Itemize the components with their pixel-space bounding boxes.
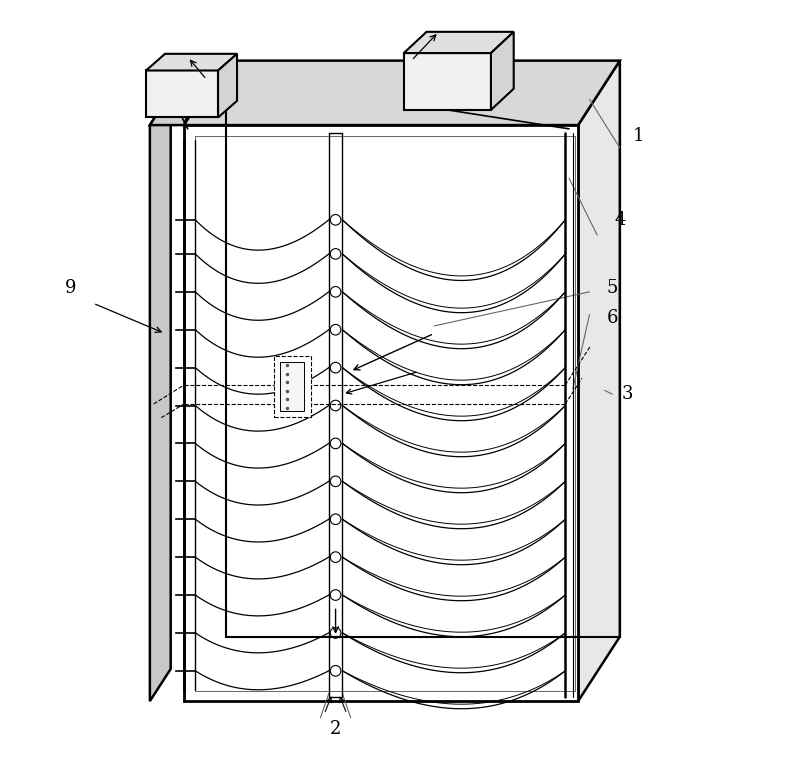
Text: 7: 7	[421, 36, 432, 55]
Polygon shape	[491, 32, 514, 110]
Bar	[280, 362, 305, 411]
Polygon shape	[404, 32, 514, 53]
Text: 9: 9	[65, 279, 76, 297]
Polygon shape	[274, 356, 310, 417]
Text: 5: 5	[606, 279, 618, 297]
Text: 2: 2	[330, 720, 342, 738]
Text: 1: 1	[633, 127, 645, 146]
Text: 4: 4	[614, 211, 626, 229]
Polygon shape	[146, 54, 237, 70]
Bar	[146, 70, 218, 117]
Polygon shape	[184, 125, 578, 701]
Bar	[404, 53, 491, 110]
Polygon shape	[150, 93, 197, 125]
Polygon shape	[218, 54, 237, 117]
Text: 6: 6	[606, 309, 618, 327]
Text: 3: 3	[622, 385, 633, 403]
Polygon shape	[184, 61, 620, 125]
Text: 8: 8	[194, 55, 205, 74]
Polygon shape	[150, 93, 170, 701]
Polygon shape	[578, 61, 620, 701]
